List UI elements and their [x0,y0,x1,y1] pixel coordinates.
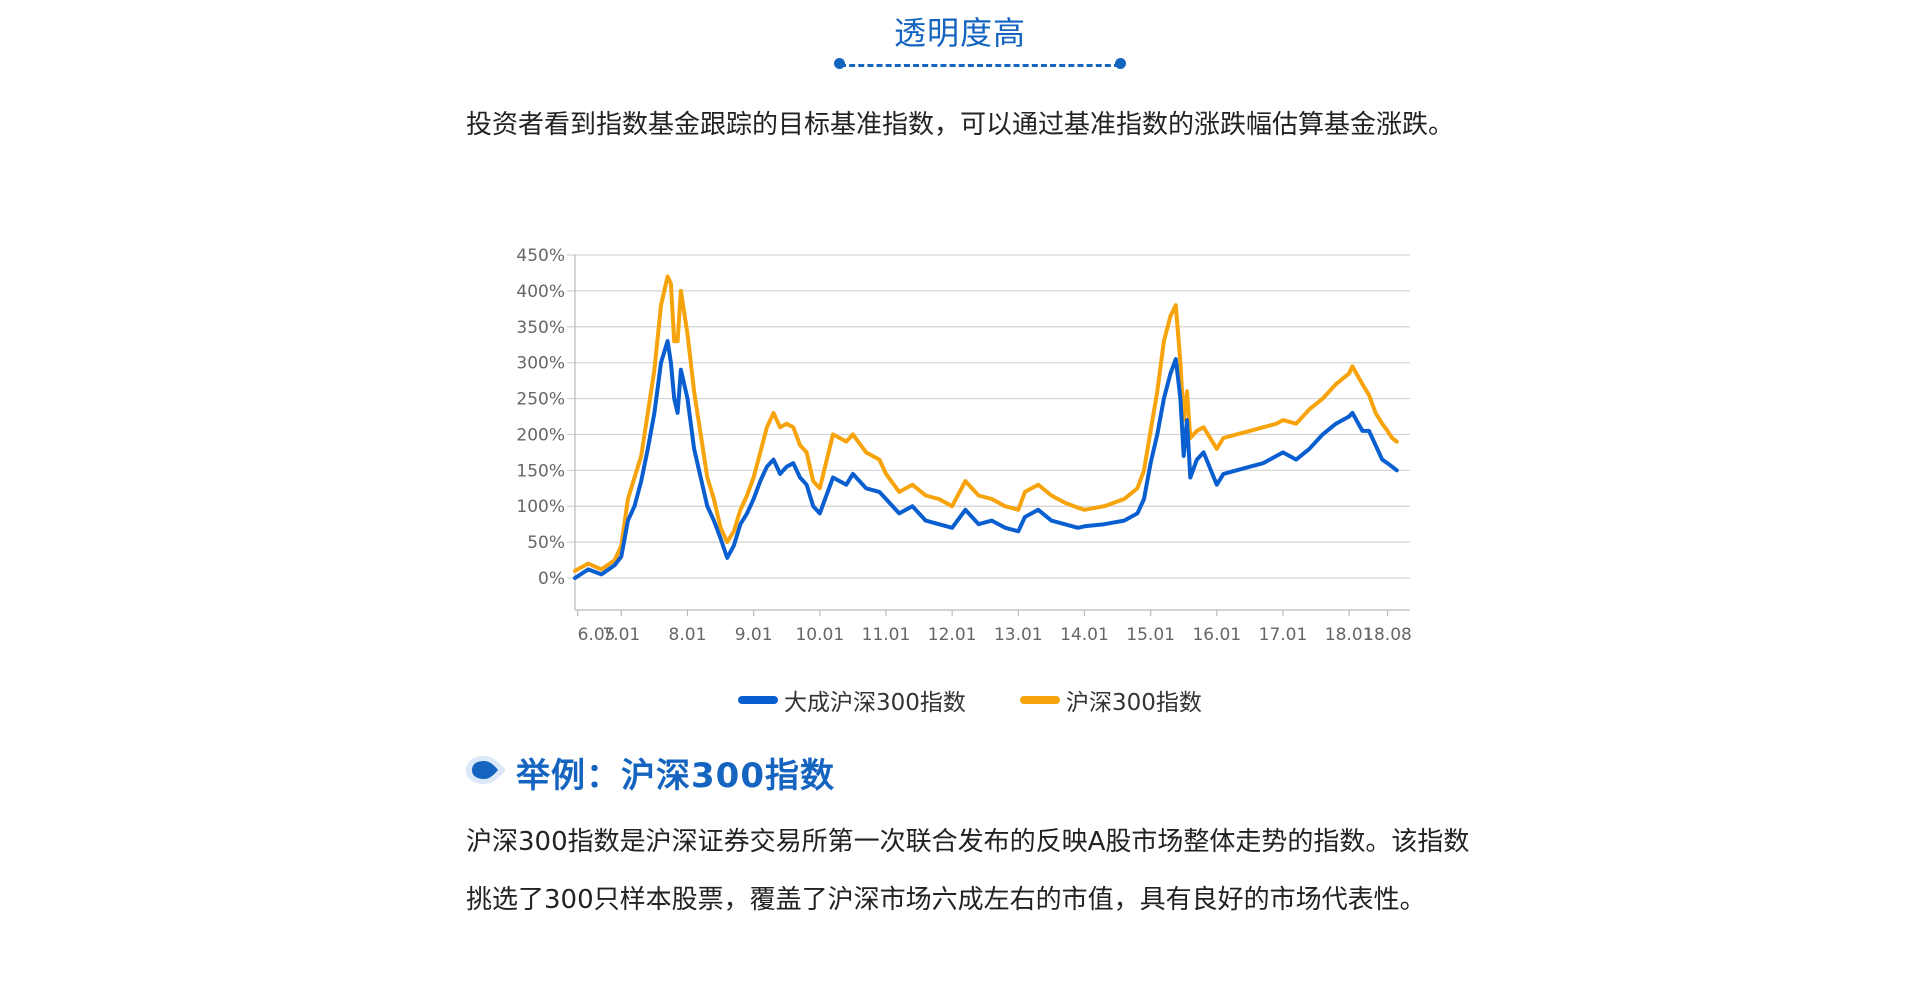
x-tick-label-13: 18.08 [1363,625,1412,645]
y-tick-label-200: 200% [516,425,565,445]
example-heading: 举例：沪深300指数 [516,756,835,796]
title-rule-right-dot [1115,58,1126,69]
series-line-0 [573,339,1399,580]
x-tick-label-12: 18.01 [1325,625,1374,645]
x-tick-label-2: 8.01 [669,625,707,645]
x-tick-label-6: 12.01 [928,625,977,645]
title-divider [840,64,1120,67]
index-comparison-chart: 0% 50% 100% 150% 200% 250% 300% 350% 400% 450% 6.0… [516,246,1412,645]
y-tick-label-300: 300% [516,354,565,374]
legend-label-hs300: 沪深300指数 [1066,690,1202,716]
y-tick-label-100: 100% [516,497,565,517]
legend-item-dacheng: 大成沪深300指数 [738,684,966,716]
x-tick-label-1: 7.01 [602,625,640,645]
x-tick-label-7: 13.01 [994,625,1043,645]
series-line-1 [573,274,1399,573]
x-tick-label-5: 11.01 [862,625,911,645]
y-tick-label-450: 450% [516,246,565,266]
y-tick-label-150: 150% [516,461,565,481]
legend-swatch-blue [738,696,778,704]
x-tick-label-3: 9.01 [735,625,773,645]
legend-swatch-orange [1020,696,1060,704]
x-tick-label-10: 16.01 [1192,625,1241,645]
intro-paragraph: 投资者看到指数基金跟踪的目标基准指数，可以通过基准指数的涨跌幅估算基金涨跌。 [466,110,1455,140]
legend-label-dacheng: 大成沪深300指数 [784,690,966,716]
x-tick-label-11: 17.01 [1259,625,1308,645]
drop-bullet-icon [466,756,506,784]
y-tick-label-50: 50% [527,533,565,553]
x-tick-label-4: 10.01 [795,625,844,645]
y-tick-label-250: 250% [516,390,565,410]
example-paragraph: 沪深300指数是沪深证券交易所第一次联合发布的反映A股市场整体走势的指数。该指数… [466,827,1470,915]
x-tick-label-9: 15.01 [1126,625,1175,645]
y-tick-label-0: 0% [538,569,565,589]
legend-item-hs300: 沪深300指数 [1020,684,1202,716]
x-tick-label-0: 6.05 [578,625,616,645]
y-tick-label-400: 400% [516,282,565,302]
title-rule-left-dot [834,58,845,69]
section-title: 透明度高 [893,14,1026,52]
x-tick-label-8: 14.01 [1060,625,1109,645]
y-tick-label-350: 350% [516,318,565,338]
